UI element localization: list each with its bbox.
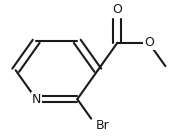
Text: N: N	[31, 93, 41, 106]
Text: Br: Br	[96, 119, 110, 132]
Text: O: O	[112, 3, 122, 16]
Text: O: O	[144, 36, 154, 49]
